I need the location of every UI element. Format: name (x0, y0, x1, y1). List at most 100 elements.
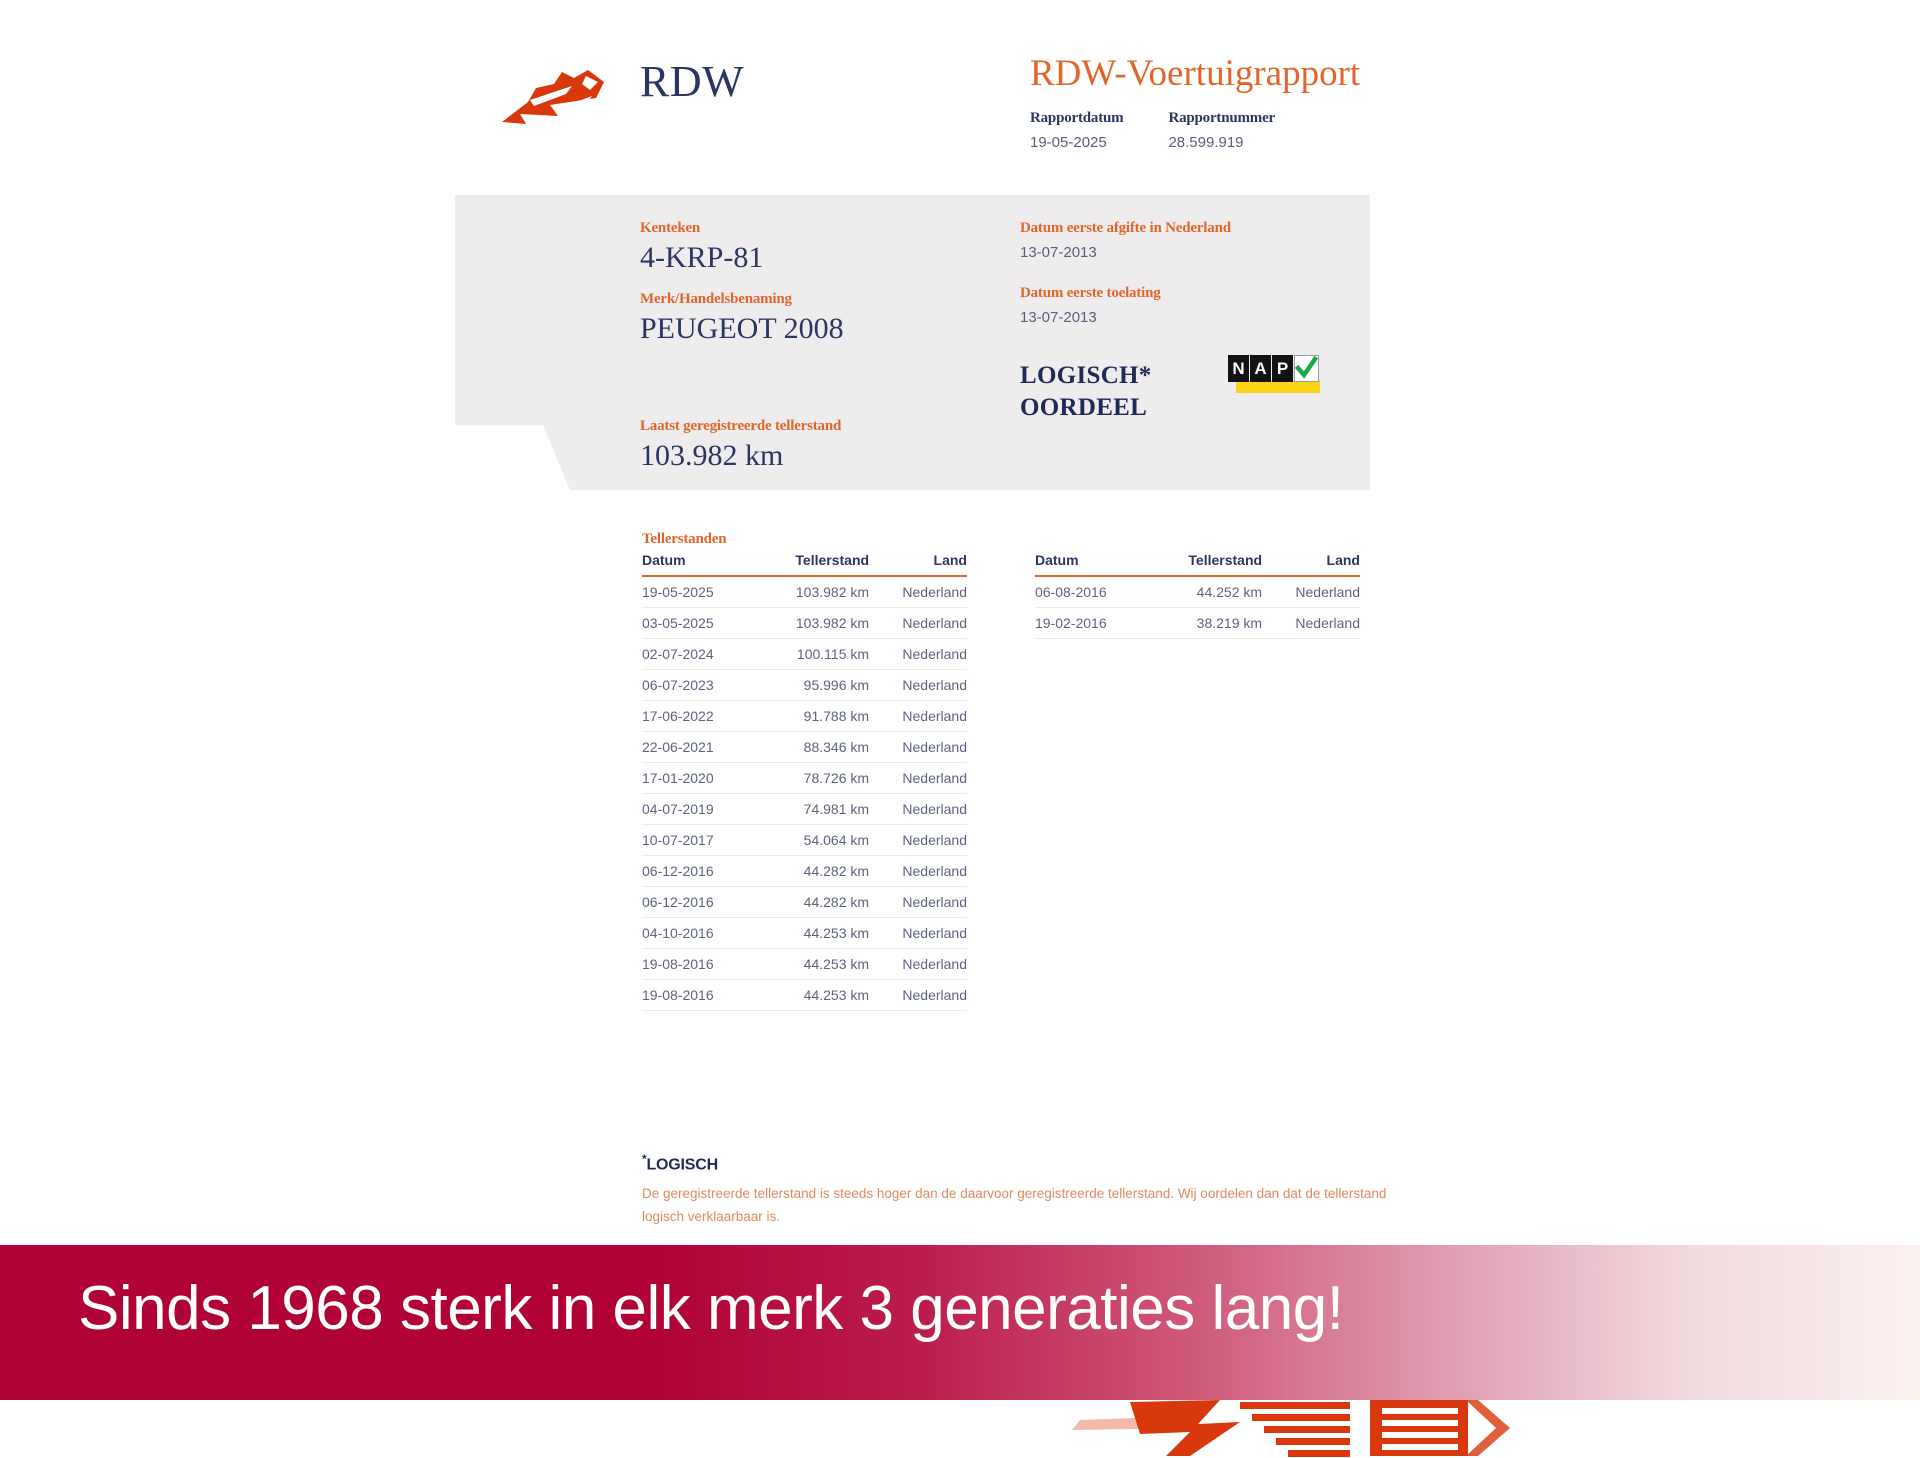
table-header-row: Datum Tellerstand Land (642, 552, 967, 577)
cell-country: Nederland (873, 638, 967, 670)
meta-report-number-label: Rapportnummer (1168, 110, 1276, 126)
cell-odometer: 100.115 km (760, 638, 874, 670)
verdict-line-2: OORDEEL (1020, 394, 1148, 421)
nap-highlight-bar (1236, 380, 1320, 393)
cell-date: 19-08-2016 (642, 979, 761, 1011)
report-meta: Rapportdatum 19-05-2025 Rapportnummer 28… (1030, 110, 1320, 151)
cell-odometer: 38.219 km (1153, 607, 1267, 639)
meta-report-number: Rapportnummer 28.599.919 (1168, 110, 1275, 151)
cell-date: 19-05-2025 (642, 576, 761, 608)
cell-date: 17-01-2020 (642, 762, 761, 794)
odometer-section-title: Tellerstanden (642, 531, 727, 547)
table-row: 03-05-2025 103.982 km Nederland (642, 607, 967, 639)
cell-date: 06-07-2023 (642, 669, 761, 701)
cell-country: Nederland (873, 731, 967, 763)
cell-date: 06-12-2016 (642, 855, 761, 887)
cell-date: 19-02-2016 (1035, 607, 1154, 639)
footnote-body: De geregistreerde tellerstand is steeds … (642, 1186, 1387, 1224)
table-header-row: Datum Tellerstand Land (1035, 552, 1360, 577)
cell-odometer: 103.982 km (760, 576, 874, 608)
footnote-title-text: LOGISCH (646, 1156, 718, 1174)
nap-letter-n: N (1228, 355, 1249, 382)
vehicle-dates-column: Datum eerste afgifte in Nederland 13-07-… (1020, 220, 1380, 350)
cell-date: 10-07-2017 (642, 824, 761, 856)
cell-odometer: 78.726 km (760, 762, 874, 794)
cell-date: 06-12-2016 (642, 886, 761, 918)
cell-odometer: 91.788 km (760, 700, 874, 732)
cell-country: Nederland (1266, 607, 1360, 639)
column-header-odo: Tellerstand (1153, 552, 1267, 577)
cell-date: 17-06-2022 (642, 700, 761, 732)
last-odometer-block: Laatst geregistreerde tellerstand 103.98… (640, 418, 1020, 473)
footnote-title: *LOGISCH (642, 1152, 1402, 1174)
cell-date: 03-05-2025 (642, 607, 761, 639)
make-label: Merk/Handelsbenaming (640, 291, 792, 307)
cell-odometer: 44.253 km (760, 948, 874, 980)
column-header-land: Land (873, 552, 967, 577)
cell-odometer: 103.982 km (760, 607, 874, 639)
vehicle-summary-panel (455, 195, 1370, 490)
meta-report-date-label: Rapportdatum (1030, 110, 1124, 126)
verdict-text: LOGISCH* OORDEEL (1020, 360, 1152, 424)
cell-date: 04-07-2019 (642, 793, 761, 825)
cell-country: Nederland (873, 700, 967, 732)
license-plate-label: Kenteken (640, 220, 701, 236)
cell-country: Nederland (873, 948, 967, 980)
document-header: RDW RDW-Voertuigrapport Rapportdatum 19-… (460, 30, 1460, 160)
cell-date: 22-06-2021 (642, 731, 761, 763)
table-row: 04-07-2019 74.981 km Nederland (642, 793, 967, 825)
table-row: 04-10-2016 44.253 km Nederland (642, 917, 967, 949)
cell-country: Nederland (873, 607, 967, 639)
last-odometer-label: Laatst geregistreerde tellerstand (640, 418, 842, 434)
cell-odometer: 54.064 km (760, 824, 874, 856)
verdict-line-1: LOGISCH* (1020, 362, 1152, 389)
make-value: PEUGEOT 2008 (640, 312, 844, 345)
cell-date: 19-08-2016 (642, 948, 761, 980)
table-row: 02-07-2024 100.115 km Nederland (642, 638, 967, 670)
first-issue-label: Datum eerste afgifte in Nederland (1020, 220, 1231, 236)
cell-date: 04-10-2016 (642, 917, 761, 949)
column-header-odo: Tellerstand (760, 552, 874, 577)
last-odometer-value: 103.982 km (640, 439, 784, 472)
footnote-star: * (642, 1152, 647, 1166)
cell-odometer: 74.981 km (760, 793, 874, 825)
report-title: RDW-Voertuigrapport (1030, 53, 1361, 94)
cell-country: Nederland (873, 762, 967, 794)
brand-name: RDW (640, 57, 745, 106)
cell-country: Nederland (873, 824, 967, 856)
cell-odometer: 95.996 km (760, 669, 874, 701)
first-admission-label: Datum eerste toelating (1020, 285, 1161, 301)
table-row: 19-08-2016 44.253 km Nederland (642, 948, 967, 980)
table-row: 19-05-2025 103.982 km Nederland (642, 576, 967, 608)
green-check-icon (1294, 355, 1319, 382)
column-header-land: Land (1266, 552, 1360, 577)
cell-date: 06-08-2016 (1035, 576, 1154, 608)
vehicle-identity-column: Kenteken 4-KRP-81 Merk/Handelsbenaming P… (640, 220, 1020, 489)
table-row: 10-07-2017 54.064 km Nederland (642, 824, 967, 856)
cell-country: Nederland (1266, 576, 1360, 608)
rdw-arrow-logo-icon (500, 58, 610, 128)
table-row: 17-06-2022 91.788 km Nederland (642, 700, 967, 732)
dealer-stripes-logo-icon (1070, 1398, 1540, 1458)
table-row: 06-12-2016 44.282 km Nederland (642, 855, 967, 887)
nap-badge: N A P (1228, 355, 1320, 393)
odometer-table-right: Datum Tellerstand Land 06-08-2016 44.252 … (1035, 552, 1360, 639)
cell-odometer: 44.253 km (760, 979, 874, 1011)
table-row: 19-02-2016 38.219 km Nederland (1035, 607, 1360, 639)
first-issue-value: 13-07-2013 (1020, 244, 1097, 261)
table-row: 19-08-2016 44.253 km Nederland (642, 979, 967, 1011)
license-plate-value: 4-KRP-81 (640, 241, 764, 274)
table-row: 06-12-2016 44.282 km Nederland (642, 886, 967, 918)
table-row: 22-06-2021 88.346 km Nederland (642, 731, 967, 763)
promo-banner: Sinds 1968 sterk in elk merk 3 generatie… (0, 1245, 1920, 1400)
column-header-date: Datum (1035, 552, 1154, 577)
nap-letter-a: A (1250, 355, 1271, 382)
cell-country: Nederland (873, 576, 967, 608)
cell-odometer: 44.252 km (1153, 576, 1267, 608)
table-row: 06-07-2023 95.996 km Nederland (642, 669, 967, 701)
cell-odometer: 44.282 km (760, 886, 874, 918)
cell-country: Nederland (873, 855, 967, 887)
cell-odometer: 44.282 km (760, 855, 874, 887)
cell-country: Nederland (873, 917, 967, 949)
